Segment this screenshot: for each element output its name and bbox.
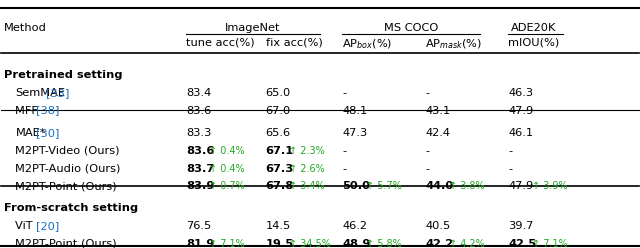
Text: 47.9: 47.9 [508,105,534,116]
Text: ↑ 0.7%: ↑ 0.7% [209,182,245,191]
Text: 67.8: 67.8 [266,182,294,191]
Text: AP$_{box}$(%): AP$_{box}$(%) [342,37,393,51]
Text: -: - [342,88,346,98]
Text: [20]: [20] [36,221,59,231]
Text: Method: Method [4,23,47,33]
Text: -: - [426,146,429,156]
Text: 50.0: 50.0 [342,182,371,191]
Text: SemMAE: SemMAE [15,88,65,98]
Text: ↑ 34.5%: ↑ 34.5% [289,239,331,248]
Text: 14.5: 14.5 [266,221,291,231]
Text: ↑ 7.1%: ↑ 7.1% [209,239,245,248]
Text: MS COCO: MS COCO [384,23,438,33]
Text: 67.1: 67.1 [266,146,294,156]
Text: -: - [508,146,513,156]
Text: -: - [426,88,429,98]
Text: 40.5: 40.5 [426,221,451,231]
Text: Pretrained setting: Pretrained setting [4,70,122,80]
Text: -: - [508,164,513,174]
Text: [30]: [30] [36,128,59,138]
Text: M2PT-Point (Ours): M2PT-Point (Ours) [15,182,117,191]
Text: -: - [342,146,346,156]
Text: 76.5: 76.5 [186,221,211,231]
Text: ↑ 2.3%: ↑ 2.3% [289,146,325,156]
Text: 83.7: 83.7 [186,164,214,174]
Text: 65.6: 65.6 [266,128,291,138]
Text: MFF: MFF [15,105,42,116]
Text: [33]: [33] [46,88,69,98]
Text: 81.9: 81.9 [186,239,214,248]
Text: ↑ 2.6%: ↑ 2.6% [289,164,325,174]
Text: 46.3: 46.3 [508,88,534,98]
Text: ↑ 7.1%: ↑ 7.1% [532,239,568,248]
Text: MAE*: MAE* [15,128,45,138]
Text: 83.9: 83.9 [186,182,214,191]
Text: M2PT-Point (Ours): M2PT-Point (Ours) [15,239,117,248]
Text: ↑ 3.8%: ↑ 3.8% [449,182,484,191]
Text: 67.3: 67.3 [266,164,294,174]
Text: [38]: [38] [36,105,59,116]
Text: 47.3: 47.3 [342,128,367,138]
Text: 39.7: 39.7 [508,221,534,231]
Text: 48.1: 48.1 [342,105,367,116]
Text: 19.5: 19.5 [266,239,294,248]
Text: ↑ 0.4%: ↑ 0.4% [209,164,245,174]
Text: ViT: ViT [15,221,36,231]
Text: 44.0: 44.0 [426,182,454,191]
Text: ↑ 3.4%: ↑ 3.4% [289,182,325,191]
Text: M2PT-Video (Ours): M2PT-Video (Ours) [15,146,120,156]
Text: 46.1: 46.1 [508,128,534,138]
Text: ↑ 0.4%: ↑ 0.4% [209,146,245,156]
Text: -: - [426,164,429,174]
Text: ↑ 5.7%: ↑ 5.7% [366,182,402,191]
Text: ImageNet: ImageNet [225,23,281,33]
Text: AP$_{mask}$(%): AP$_{mask}$(%) [426,37,483,51]
Text: ADE20K: ADE20K [511,23,557,33]
Text: fix acc(%): fix acc(%) [266,37,323,48]
Text: ↑ 4.2%: ↑ 4.2% [449,239,484,248]
Text: ↑ 3.9%: ↑ 3.9% [532,182,568,191]
Text: 83.6: 83.6 [186,105,211,116]
Text: 83.6: 83.6 [186,146,214,156]
Text: From-scratch setting: From-scratch setting [4,203,138,213]
Text: 43.1: 43.1 [426,105,451,116]
Text: 42.5: 42.5 [508,239,536,248]
Text: 48.9: 48.9 [342,239,371,248]
Text: mIOU(%): mIOU(%) [508,37,559,48]
Text: 47.9: 47.9 [508,182,534,191]
Text: 46.2: 46.2 [342,221,367,231]
Text: 83.4: 83.4 [186,88,211,98]
Text: M2PT-Audio (Ours): M2PT-Audio (Ours) [15,164,121,174]
Text: tune acc(%): tune acc(%) [186,37,255,48]
Text: 42.2: 42.2 [426,239,454,248]
Text: ↑ 5.8%: ↑ 5.8% [366,239,401,248]
Text: 42.4: 42.4 [426,128,451,138]
Text: 83.3: 83.3 [186,128,211,138]
Text: -: - [342,164,346,174]
Text: 65.0: 65.0 [266,88,291,98]
Text: 67.0: 67.0 [266,105,291,116]
